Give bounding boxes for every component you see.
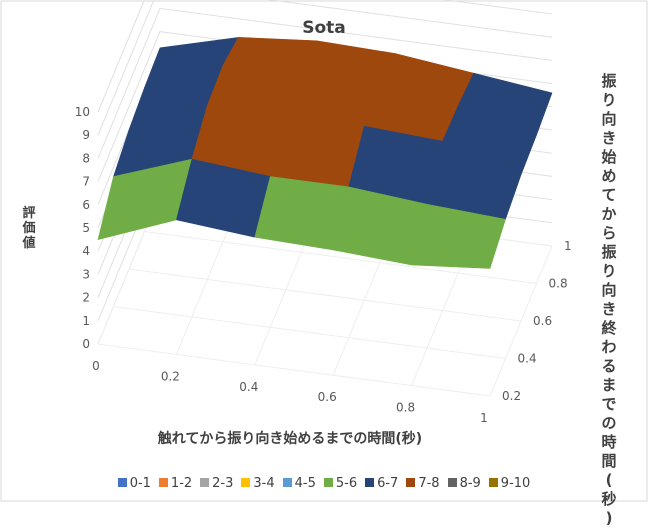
legend-item: 0-1 — [117, 476, 151, 491]
legend-swatch — [406, 478, 416, 487]
z-tick-label: 7 — [82, 175, 90, 189]
legend-label: 6-7 — [377, 476, 399, 491]
surface-patch — [222, 37, 318, 67]
legend-swatch — [447, 478, 457, 487]
x-tick-label: 0.8 — [396, 401, 415, 415]
z-gridline — [97, 0, 553, 136]
surface-patch — [269, 113, 365, 188]
z-tick-label: 4 — [82, 244, 90, 258]
legend-label: 8-9 — [459, 476, 481, 491]
z-tick-label: 10 — [75, 105, 90, 119]
legend-item: 5-6 — [323, 476, 358, 491]
z-tick-label: 8 — [82, 151, 90, 165]
legend-label: 0-1 — [129, 476, 151, 491]
y-tick-label: 1 — [564, 239, 572, 253]
legend-label: 7-8 — [418, 476, 440, 491]
y-tick-label: 0.2 — [502, 389, 521, 403]
y-axis-title: 振り向き始めてから振り向き終わるまでの時間(秒) — [601, 72, 617, 527]
legend-swatch — [241, 478, 251, 487]
z-tick-label: 1 — [82, 314, 90, 328]
y-gridline — [144, 231, 537, 284]
legend-swatch — [282, 478, 292, 487]
z-tick-label: 5 — [82, 221, 90, 235]
legend-item: 4-5 — [282, 476, 316, 491]
legend-label: 3-4 — [253, 476, 275, 491]
x-tick-label: 0 — [92, 359, 100, 373]
legend-item: 7-8 — [406, 476, 440, 491]
surface-patch — [254, 176, 350, 251]
y-tick-label: 0.6 — [533, 314, 552, 328]
y-gridline — [97, 343, 491, 397]
z-axis-title: 評価値 — [22, 206, 36, 251]
y-gridline — [128, 268, 522, 322]
x-axis-title: 触れてから振り向き始めるまでの時間(秒) — [157, 431, 423, 447]
legend-swatch — [117, 478, 127, 487]
legend-label: 1-2 — [170, 476, 193, 491]
surface-patch — [207, 65, 302, 114]
y-tick-label: 0.8 — [549, 277, 568, 291]
legend-label: 5-6 — [335, 476, 358, 491]
legend-item: 2-3 — [200, 476, 233, 491]
chart-plot: 0 1 2 3 4 5 6 7 8 9 10 0 0.2 0.4 0.6 0.8 1 0.2 0.4 0.6 0.8 1 — [0, 0, 648, 502]
x-tick-label: 0.6 — [318, 390, 337, 404]
legend-item: 9-10 — [488, 476, 531, 491]
legend-item: 8-9 — [447, 476, 481, 491]
legend-item: 3-4 — [241, 476, 275, 491]
z-tick-label: 3 — [82, 267, 90, 281]
chart-legend: 0-1 1-2 2-3 3-4 4-5 5-6 6-7 7-8 8-9 9-10 — [0, 476, 648, 491]
y-gridline — [113, 306, 506, 359]
legend-label: 4-5 — [294, 476, 316, 491]
x-tick-label: 1 — [480, 411, 488, 425]
z-gridline — [97, 7, 553, 159]
z-tick-label: 9 — [82, 128, 90, 142]
z-gridline — [97, 0, 553, 113]
chart-title: Sota — [302, 18, 346, 38]
x-tick-label: 0.4 — [239, 380, 258, 394]
legend-swatch — [200, 478, 210, 487]
x-tick-label: 0.2 — [161, 369, 180, 383]
legend-swatch — [488, 478, 498, 487]
surface-patch — [411, 203, 506, 269]
z-tick-label: 2 — [82, 291, 90, 305]
z-tick-label: 0 — [82, 337, 90, 351]
legend-item: 1-2 — [158, 476, 193, 491]
legend-swatch — [158, 478, 168, 487]
legend-label: 9-10 — [500, 476, 531, 491]
z-tick-label: 6 — [82, 198, 90, 212]
y-tick-label: 0.4 — [518, 352, 537, 366]
legend-label: 2-3 — [212, 476, 234, 491]
legend-item: 6-7 — [365, 476, 398, 491]
legend-swatch — [365, 478, 375, 487]
legend-swatch — [323, 478, 333, 487]
